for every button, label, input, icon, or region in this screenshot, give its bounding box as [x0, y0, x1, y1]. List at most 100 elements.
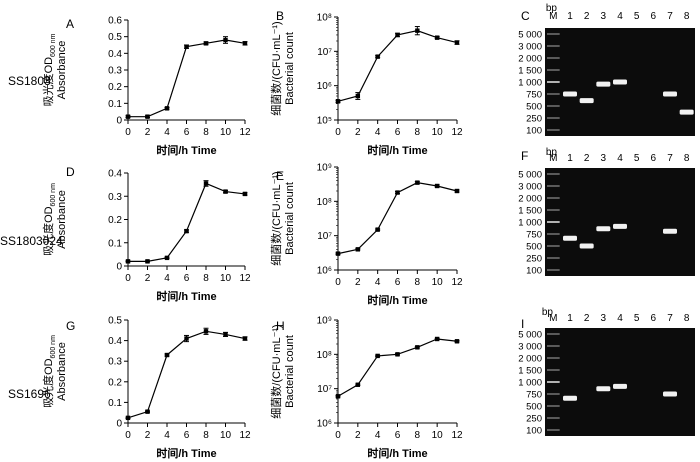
lane-label: 2	[584, 153, 590, 164]
x-tick-label: 6	[395, 277, 401, 288]
lane-label: 1	[567, 153, 573, 164]
ladder-label: 500	[526, 402, 542, 413]
data-point	[242, 191, 248, 197]
x-tick-label: 2	[355, 277, 361, 288]
y-axis-label: 细菌数/(CFU·mL⁻¹)	[270, 21, 283, 115]
y-axis-label: 吸光度OD600 nm	[41, 33, 57, 106]
x-tick-label: 0	[335, 430, 341, 441]
x-tick-label: 12	[451, 277, 463, 288]
data-point	[355, 382, 361, 387]
ladder-band	[547, 245, 560, 247]
chart-panel-h: 10⁶ 10⁷ 10⁸ 10⁹ 0 2 4 6 8 10 12 时间/h Time 细菌数/(CFU·m…	[270, 316, 463, 461]
data-point	[335, 99, 341, 104]
data-point	[184, 228, 189, 234]
ladder-label: 5 000	[518, 330, 542, 341]
panel-letter: C	[521, 9, 530, 23]
x-tick-label: 12	[451, 127, 463, 138]
x-tick-label: 8	[415, 277, 421, 288]
lane-label: 3	[601, 153, 607, 164]
ladder-label: 3 000	[518, 42, 542, 53]
y-axis-label-main: 吸光度OD	[41, 358, 55, 408]
y-tick-label: 10⁹	[317, 163, 332, 174]
data-point	[203, 41, 209, 46]
ladder-band	[547, 405, 560, 407]
x-tick-label: 4	[164, 127, 170, 138]
lane-label: 1	[567, 11, 573, 22]
ladder-label: 2 000	[518, 354, 542, 365]
y-tick-label: 0.1	[108, 238, 122, 249]
x-tick-label: 12	[239, 273, 251, 284]
ladder-band	[547, 105, 560, 107]
data-point	[223, 189, 228, 194]
y-axis-label: 吸光度OD600 nm	[41, 183, 57, 256]
data-point	[125, 259, 131, 264]
ladder-label: 1 500	[518, 366, 542, 377]
ladder-band	[547, 333, 560, 335]
data-point	[434, 35, 440, 40]
y-tick-label: 0	[116, 419, 122, 430]
dna-band	[579, 243, 594, 249]
series-line	[337, 338, 458, 397]
series-line	[127, 330, 246, 419]
x-tick-label: 2	[355, 430, 361, 441]
y-tick-label: 10⁷	[317, 231, 332, 242]
dna-band	[563, 235, 577, 241]
ladder-band	[547, 357, 560, 359]
ladder-band	[547, 185, 560, 187]
data-point	[335, 251, 341, 256]
x-tick-label: 6	[395, 127, 401, 138]
y-tick-label: 10⁹	[317, 316, 332, 327]
ladder-label: 500	[526, 102, 542, 113]
x-tick-label: 6	[184, 127, 190, 138]
data-point	[454, 188, 460, 194]
x-tick-label: 0	[125, 273, 131, 284]
ladder-band	[547, 93, 560, 95]
chart-panel-e: 10⁶ 10⁷ 10⁸ 10⁹ 0 2 4 6 8 10 12 时间/h Time 细菌数/(CFU·m…	[270, 163, 463, 308]
y-tick-label: 0.1	[108, 99, 122, 110]
data-point	[184, 336, 189, 341]
y-tick-label: 10⁵	[317, 116, 332, 127]
data-point	[242, 41, 248, 46]
ladder-label: 250	[526, 414, 542, 425]
panel-letter: G	[66, 319, 75, 333]
y-tick-label: 0.3	[108, 192, 122, 203]
data-point	[375, 54, 380, 59]
ladder-band	[547, 369, 560, 371]
dna-band	[663, 228, 677, 234]
x-tick-label: 10	[220, 430, 232, 441]
data-point	[355, 247, 361, 252]
panel-letter: A	[66, 17, 74, 31]
ladder-label: 750	[526, 230, 542, 241]
lane-label: 6	[651, 153, 657, 164]
ladder-label: 3 000	[518, 182, 542, 193]
ladder-label: 5 000	[518, 170, 542, 181]
x-axis-label: 时间/h Time	[367, 446, 427, 460]
y-tick-label: 0.6	[108, 16, 122, 27]
y-axis-label: 吸光度OD600 nm	[41, 335, 57, 408]
dna-band	[596, 81, 611, 87]
panel-letter: B	[276, 9, 284, 23]
x-tick-label: 6	[395, 430, 401, 441]
data-point	[454, 40, 460, 45]
chart-panel-g: 0 0.1 0.2 0.3 0.4 0.5 0 2 4 6 8 10 12 时间/h Time 吸光度OD6…	[41, 316, 251, 461]
data-point	[395, 352, 400, 357]
dna-band	[613, 79, 627, 85]
lane-label: 5	[634, 11, 640, 22]
x-axis-label: 时间/h Time	[156, 289, 216, 303]
y-axis-label: 细菌数/(CFU·mL⁻¹)	[270, 324, 283, 418]
data-point	[145, 259, 150, 264]
x-tick-label: 0	[335, 127, 341, 138]
lane-label: 4	[617, 11, 623, 22]
data-point	[335, 394, 341, 399]
x-tick-label: 8	[203, 430, 209, 441]
ladder-label: 1 500	[518, 66, 542, 77]
data-point	[434, 336, 440, 342]
y-tick-label: 10⁸	[317, 197, 332, 208]
lane-label: 5	[634, 313, 640, 324]
x-tick-label: 10	[220, 273, 232, 284]
lane-label: 5	[634, 153, 640, 164]
x-tick-label: 4	[164, 430, 170, 441]
ladder-label: 100	[526, 426, 542, 437]
